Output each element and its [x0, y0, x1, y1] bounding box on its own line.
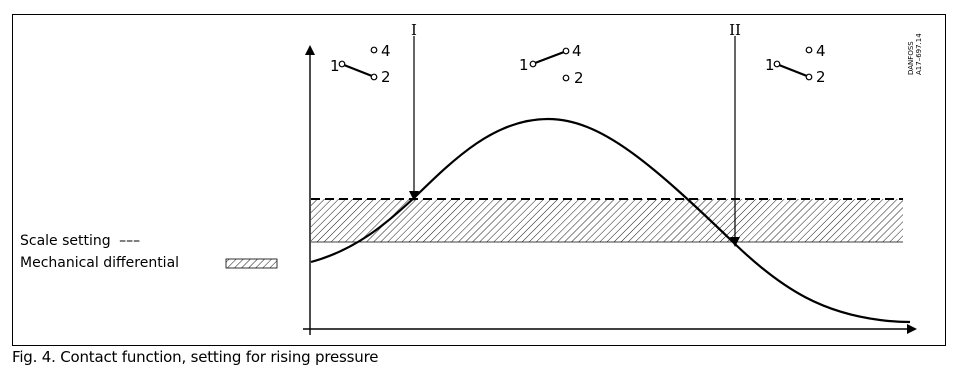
terminal-4-dot — [562, 47, 570, 55]
terminal-4-label: 4 — [816, 42, 826, 60]
terminal-2-label: 2 — [574, 69, 584, 87]
stamp-line-1: DANFOSS — [907, 41, 915, 75]
terminal-1-label: 1 — [765, 56, 775, 74]
terminal-1-dot — [338, 60, 346, 68]
terminal-1-label: 1 — [519, 56, 529, 74]
contact-blade — [343, 63, 373, 78]
contact-blade — [534, 50, 565, 65]
danfoss-stamp: DANFOSS A17–697.14 — [907, 33, 923, 75]
contact-blade — [778, 63, 808, 78]
legend-scale-setting-label: Scale setting ––– — [20, 233, 140, 249]
marker-ii-label: II — [729, 21, 741, 39]
figure-caption: Fig. 4. Contact function, setting for ri… — [12, 348, 379, 366]
contact-symbol-middle: 1 4 2 — [519, 42, 584, 87]
terminal-2-label: 2 — [381, 68, 391, 86]
contact-symbol-right: 1 2 4 — [765, 42, 826, 86]
stamp-line-2: A17–697.14 — [915, 33, 923, 75]
contact-symbol-left: 1 2 4 — [330, 42, 391, 86]
legend-scale-setting-symbol: ––– — [119, 233, 140, 249]
terminal-1-dot — [529, 60, 537, 68]
legend-mechanical-differential-label: Mechanical differential — [20, 255, 179, 271]
terminal-4-dot — [370, 46, 378, 54]
terminal-2-dot — [805, 73, 813, 81]
terminal-1-dot — [773, 60, 781, 68]
terminal-4-dot — [805, 46, 813, 54]
marker-i-label: I — [411, 21, 417, 39]
terminal-2-label: 2 — [816, 68, 826, 86]
terminal-4-label: 4 — [572, 42, 582, 60]
differential-band — [311, 199, 903, 242]
terminal-2-dot — [370, 73, 378, 81]
pressure-curve — [310, 117, 911, 324]
legend-hatch-swatch — [225, 258, 278, 269]
figure-frame — [12, 14, 946, 346]
terminal-4-label: 4 — [381, 42, 391, 60]
terminal-1-label: 1 — [330, 57, 340, 75]
terminal-2-dot — [562, 74, 570, 82]
legend-scale-setting-text: Scale setting — [20, 233, 111, 249]
